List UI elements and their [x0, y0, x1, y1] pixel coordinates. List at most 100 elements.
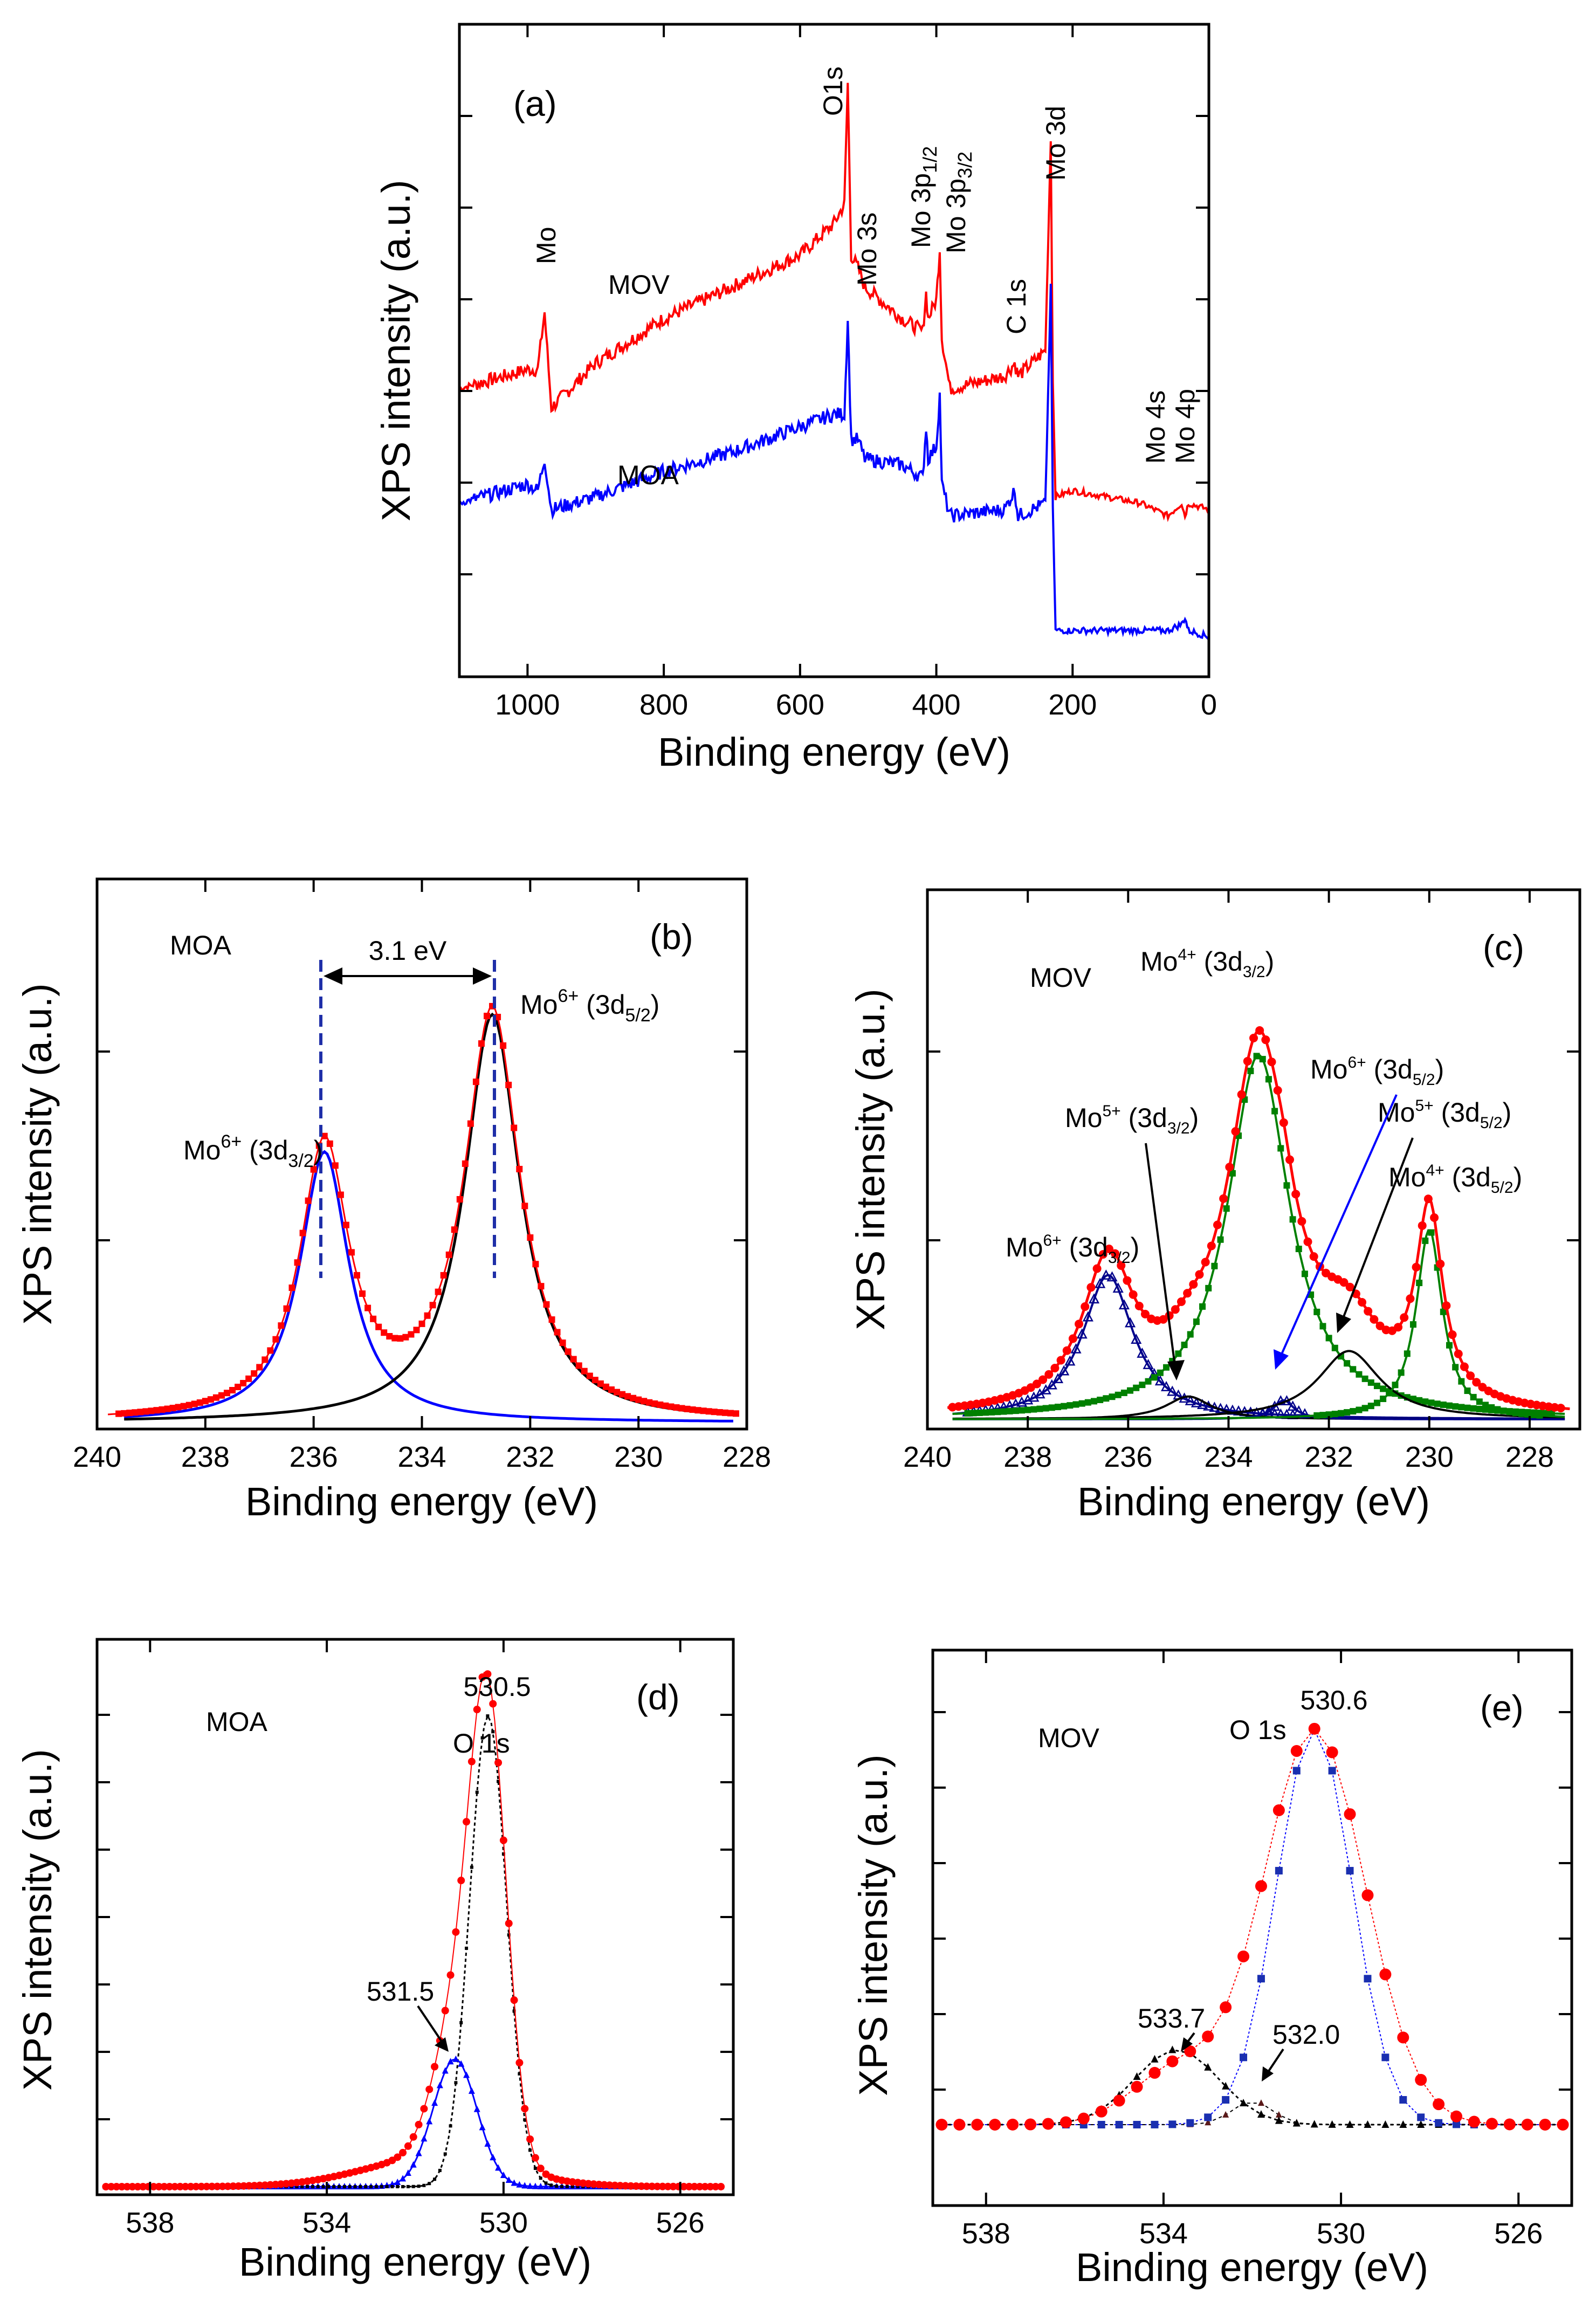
x-tick-label: 400	[912, 689, 960, 721]
component-530-5-line	[106, 1714, 721, 2188]
component-530-5-point	[422, 2183, 426, 2187]
component-530-6-line	[941, 1728, 1563, 2125]
panel-d-peak-main: 530.5	[463, 1672, 531, 1702]
panel-b-xticks: 240 238 236 234 232 230 228	[73, 879, 771, 1473]
component-531-5-point	[495, 2164, 502, 2171]
component-533-7-point	[1417, 2120, 1425, 2128]
data-point	[288, 1284, 295, 1292]
data-point	[1418, 1221, 1427, 1230]
data-point	[1450, 2110, 1463, 2122]
data-point	[614, 1389, 620, 1396]
fit-mo4-3d52-point	[1361, 1405, 1368, 1412]
fit-mo4-3d32-point	[1295, 1246, 1302, 1253]
fit-mo4-3d52-point	[1446, 1342, 1453, 1349]
data-point	[278, 1322, 285, 1329]
data-point	[575, 1362, 582, 1369]
data-point	[511, 1124, 518, 1131]
data-point	[196, 1399, 203, 1406]
x-tick-label: 240	[903, 1441, 952, 1473]
panel-e-label: (e)	[1480, 1688, 1524, 1728]
data-point	[169, 1405, 176, 1412]
data-point	[935, 2119, 948, 2131]
fit-mo4-3d32-point	[1109, 1393, 1116, 1400]
component-533-7-point	[1240, 2098, 1248, 2106]
data-point	[581, 1368, 588, 1375]
panel-d-series	[102, 1670, 725, 2190]
component-530-5-point	[507, 1933, 511, 1937]
fit-mo4-3d32-point	[1265, 1076, 1272, 1083]
data-point	[1454, 1349, 1463, 1358]
peak-label-o1s: O1s	[818, 66, 848, 116]
fit-mo6-3d32-point	[1040, 1384, 1051, 1395]
component-530-6-point	[1240, 2053, 1248, 2062]
fit-mo4-3d32-point	[1133, 1384, 1140, 1391]
data-point	[451, 1226, 458, 1233]
data-point	[1050, 1364, 1060, 1373]
data-point	[348, 1249, 355, 1256]
data-point	[1207, 1241, 1216, 1251]
panel-e-sample: MOV	[1038, 1723, 1100, 1753]
data-point	[668, 1403, 675, 1410]
data-point	[391, 1335, 398, 1342]
component-531-5-point	[505, 2176, 512, 2183]
data-point	[727, 1410, 734, 1417]
panel-d-xlabel: Binding energy (eV)	[239, 2240, 591, 2284]
component-530-6-point	[1328, 1767, 1336, 1775]
data-point	[180, 1403, 187, 1410]
panel-a: 1000 800 600 400 200 0 (a) MOV MOA Mo O1s Mo …	[374, 23, 1217, 774]
data-point	[1104, 1244, 1113, 1253]
data-point	[597, 1380, 604, 1387]
peak-label-mo3s: Mo 3s	[852, 212, 882, 286]
data-point	[375, 1323, 382, 1330]
panel-c-xticks: 240 238 236 234 232 230 228	[903, 890, 1554, 1473]
data-point	[1184, 2045, 1196, 2058]
fit-mo4-3d52-point	[1494, 1406, 1501, 1413]
fit-mo4-3d52-point	[1319, 1412, 1326, 1419]
fit-mo4-3d52-point	[1512, 1410, 1519, 1417]
data-point	[235, 1383, 242, 1390]
fit-mo6-3d32-point	[1160, 1380, 1172, 1391]
data-point	[251, 1370, 258, 1377]
component-530-5-point	[475, 1790, 479, 1794]
component-530-5-point	[364, 2185, 368, 2188]
fit-mo4-3d32-point	[1205, 1284, 1212, 1292]
component-530-6-point	[1257, 1975, 1265, 1983]
panel-c-arrows	[1145, 1094, 1414, 1380]
data-point	[175, 1404, 182, 1411]
data-point	[445, 1251, 452, 1258]
panel-c-series	[947, 1026, 1570, 1420]
data-point	[1098, 1250, 1107, 1259]
arrow-mo5-32-head	[1167, 1360, 1185, 1380]
data-point	[337, 1191, 344, 1198]
fit-mo4-3d32-point	[1428, 1399, 1435, 1406]
component-531-5-point	[400, 2175, 407, 2182]
data-point	[953, 2118, 966, 2131]
data-point	[408, 1331, 415, 1338]
fit-mo4-3d32-point	[1283, 1182, 1290, 1189]
fit-mo4-3d52-point	[1536, 1412, 1543, 1419]
data-point	[1521, 2118, 1533, 2131]
data-point	[662, 1402, 669, 1409]
x-tick-label: 232	[1305, 1441, 1353, 1473]
envelope-line	[107, 1005, 739, 1416]
data-point	[548, 1316, 555, 1323]
component-530-5-point	[332, 2185, 336, 2188]
component-530-5-point	[396, 2185, 400, 2188]
data-point	[229, 1386, 236, 1393]
data-point	[1415, 2073, 1427, 2086]
splitting-label: 3.1 eV	[369, 936, 447, 966]
fit-mo4-3d52-point	[1524, 1411, 1531, 1418]
data-point	[137, 1409, 144, 1416]
data-point	[126, 1410, 133, 1417]
component-531-5-point	[511, 2179, 518, 2186]
component-530-5-point	[555, 2185, 559, 2188]
component-533-7-point	[1204, 2063, 1212, 2071]
panel-e-xlabel: Binding energy (eV)	[1076, 2245, 1428, 2290]
data-point	[1358, 1298, 1367, 1307]
data-point	[1345, 1282, 1354, 1292]
component-530-5-point	[428, 2182, 431, 2186]
panel-b-xlabel: Binding energy (eV)	[245, 1479, 598, 1524]
data-point	[1134, 1301, 1144, 1310]
component-530-5-point	[401, 2185, 405, 2188]
data-point	[185, 1402, 192, 1409]
